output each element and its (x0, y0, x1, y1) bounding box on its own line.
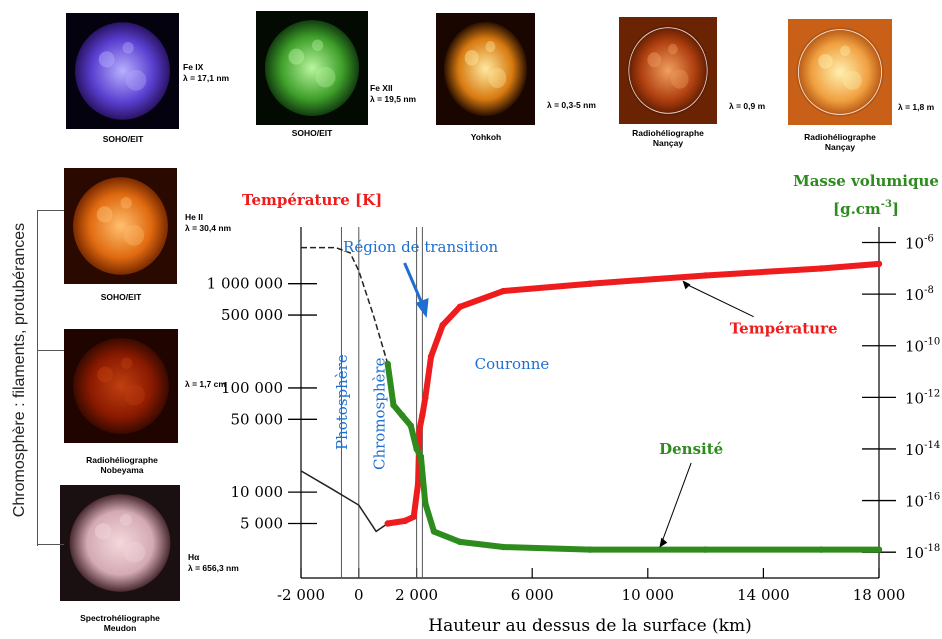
right-axis-title: Masse volumique (793, 172, 939, 190)
source-label-nancay18: Radiohéliographe Nançay (804, 132, 876, 152)
sun-image-eit195 (256, 11, 368, 125)
source-label-eit171: SOHO/EIT (102, 134, 144, 144)
x-tick-label: 14 000 (737, 586, 790, 604)
data-point (818, 546, 825, 553)
left-tick-label: 100 000 (221, 379, 283, 397)
source-label-meudon: Spectrohéliographe Meudon (80, 613, 160, 633)
right-tick-label: 10-14 (905, 440, 940, 459)
right-tick-label: 10-16 (905, 492, 940, 511)
data-point (818, 265, 825, 272)
data-point (410, 513, 417, 520)
data-point (422, 499, 429, 507)
data-point (398, 412, 406, 419)
series-label-temperature: Température (730, 320, 838, 338)
data-point (430, 528, 438, 535)
data-point (401, 517, 409, 525)
data-point (419, 411, 426, 419)
left-tick-label: 500 000 (221, 306, 283, 324)
data-point (500, 543, 507, 551)
temperature-leader-line (684, 282, 754, 318)
annotation-corona: Couronne (475, 355, 550, 373)
source-label-eit304: SOHO/EIT (100, 292, 142, 302)
right-tick-label: 10-12 (905, 388, 940, 407)
wavelength-label-nancay09: λ = 0,9 m (729, 101, 766, 111)
x-tick-label: 6 000 (511, 586, 554, 604)
right-tick-label: 10-18 (905, 543, 940, 562)
wavelength-label-eit195: Fe XII λ = 19,5 nm (370, 83, 417, 104)
right-axis-unit: [g.cm-3] (833, 199, 899, 218)
right-tick-label: 10-6 (905, 233, 934, 252)
density-leader-arrow (659, 537, 668, 548)
source-label-nancay09: Radiohéliographe Nançay (632, 128, 704, 148)
wavelength-label-meudon: Hα λ = 656,3 nm (188, 552, 239, 573)
data-point (586, 546, 594, 553)
data-point (416, 426, 423, 433)
data-point (407, 422, 415, 429)
left-axis-title: Température [K] (242, 191, 382, 209)
data-point (384, 360, 391, 367)
temperature-leader-arrow (682, 280, 691, 290)
wavelength-label-nobeyama: λ = 1,7 cm (185, 379, 226, 389)
series-label-density: Densité (659, 440, 723, 458)
data-point (875, 260, 883, 268)
data-point (456, 538, 464, 546)
data-point (456, 303, 464, 311)
sun-image-eit304 (64, 168, 177, 284)
curve-temperature-low (300, 470, 389, 533)
source-label-eit195: SOHO/EIT (291, 128, 333, 138)
x-tick-label: 10 000 (622, 586, 675, 604)
x-tick-label: -2 000 (277, 586, 325, 604)
data-point (384, 520, 391, 527)
data-point (500, 287, 507, 295)
side-bracket (37, 210, 64, 546)
annotation-transition-region: Région de transition (343, 238, 498, 256)
data-point (875, 546, 883, 553)
data-point (390, 401, 397, 409)
wavelength-label-yohkoh: λ = 0,3-5 nm (547, 100, 596, 110)
curve-density-low (301, 246, 389, 364)
sun-image-nancay18 (788, 19, 892, 125)
sun-image-nobeyama (64, 329, 178, 443)
right-tick-label: 10-8 (905, 285, 934, 304)
x-tick-label: 18 000 (853, 586, 906, 604)
source-label-yohkoh: Yohkoh (470, 132, 502, 142)
left-tick-label: 5 000 (240, 515, 283, 533)
annotation-photosphere: Photosphère (333, 354, 351, 450)
source-label-nobeyama: Radiohéliographe Nobeyama (86, 455, 158, 475)
transition-arrow-head (415, 298, 429, 318)
right-tick-label: 10-10 (905, 337, 940, 356)
data-point (439, 321, 446, 329)
sun-image-meudon (60, 485, 180, 601)
transition-arrow-shaft (403, 262, 424, 306)
wavelength-label-nancay18: λ = 1,8 m (898, 102, 935, 112)
data-point (427, 353, 435, 360)
left-tick-label: 1 000 000 (207, 275, 283, 293)
x-axis-label: Hauteur au dessus de la surface (km) (428, 616, 751, 636)
density-leader-line (660, 462, 692, 544)
data-point (417, 453, 425, 460)
series-line-temperature (387, 260, 880, 527)
data-point (413, 445, 420, 453)
series-line-density (384, 363, 879, 553)
annotation-chromosphere: Chromosphère (371, 357, 389, 470)
sun-image-yohkoh (436, 13, 535, 125)
data-point (702, 546, 709, 553)
sun-image-eit171 (66, 13, 179, 129)
data-point (422, 394, 429, 402)
wavelength-label-eit171: Fe IX λ = 17,1 nm (183, 62, 230, 83)
data-point (702, 272, 709, 279)
left-tick-label: 10 000 (231, 483, 284, 501)
sun-image-nancay09 (619, 17, 717, 124)
x-tick-label: 0 (354, 586, 364, 604)
x-tick-label: 2 000 (395, 586, 438, 604)
data-point (414, 480, 422, 488)
left-tick-label: 50 000 (231, 410, 284, 428)
wavelength-label-eit304: He II λ = 30,4 nm (185, 212, 232, 233)
data-point (586, 280, 594, 287)
